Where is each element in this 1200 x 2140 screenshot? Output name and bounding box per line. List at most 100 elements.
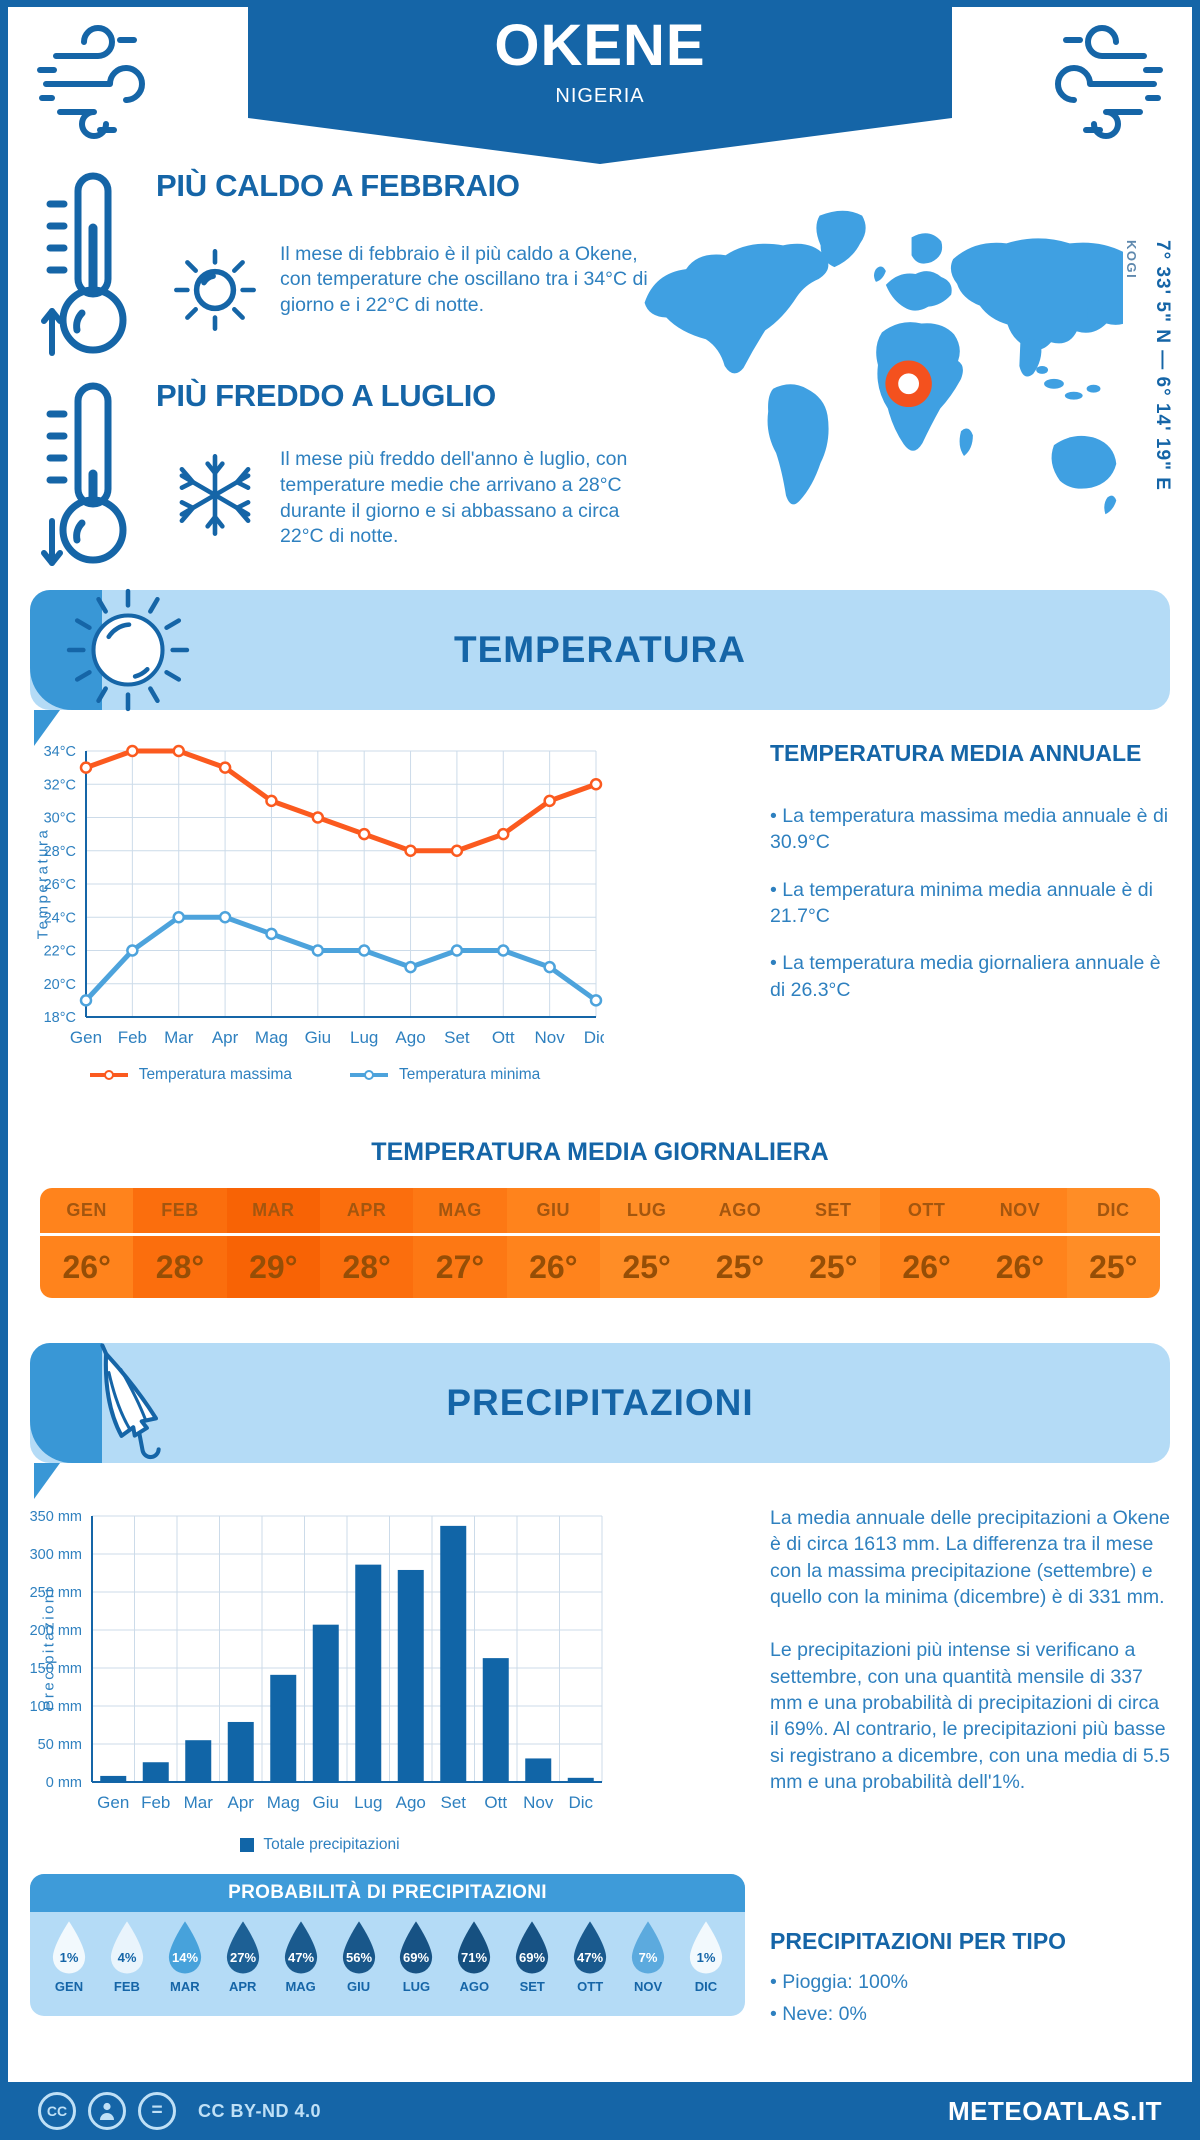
svg-text:Gen: Gen: [70, 1028, 102, 1047]
svg-text:1%: 1%: [60, 1950, 79, 1965]
line-marker-icon: [350, 1070, 389, 1080]
hottest-month-title: PIÙ CALDO A FEBBRAIO: [156, 168, 520, 203]
coldest-month-title: PIÙ FREDDO A LUGLIO: [156, 378, 496, 413]
svg-text:Feb: Feb: [118, 1028, 147, 1047]
droplet-icon: 1%: [689, 1921, 723, 1974]
page-subtitle: NIGERIA: [555, 84, 645, 107]
probability-item: 69% SET: [505, 1919, 559, 1994]
y-axis-label: Temperatura: [34, 827, 52, 940]
probability-panel-title: PROBABILITÀ DI PRECIPITAZIONI: [30, 1874, 745, 1912]
svg-text:100 mm: 100 mm: [30, 1699, 82, 1715]
svg-text:Feb: Feb: [141, 1793, 170, 1812]
svg-text:Ago: Ago: [395, 1028, 425, 1047]
svg-text:Ott: Ott: [484, 1793, 507, 1812]
probability-item: 69% LUG: [389, 1919, 443, 1994]
svg-text:71%: 71%: [461, 1950, 487, 1965]
temperature-chart-block: 18°C 20°C 22°C 24°C 26°C 28°C 30°C 32°C 34°C Gen F…: [24, 735, 605, 1065]
droplet-icon: 47%: [574, 1921, 607, 1974]
svg-text:4%: 4%: [118, 1950, 137, 1965]
month-header: GIU: [506, 1188, 600, 1233]
precipitation-bar-chart: 0 mm 50 mm 100 mm 150 mm 200 mm 250 mm 300 mm 3…: [30, 1509, 603, 1812]
probability-month: APR: [228, 1979, 257, 1994]
svg-text:47%: 47%: [288, 1950, 314, 1965]
annual-temperature-stats: TEMPERATURA MEDIA ANNUALE • La temperatu…: [770, 740, 1172, 1024]
svg-text:Mag: Mag: [267, 1793, 300, 1812]
month-header: SET: [786, 1188, 880, 1233]
svg-text:200 mm: 200 mm: [30, 1623, 82, 1639]
temp-value: 27°: [413, 1236, 507, 1298]
banner-tab-tail: [34, 1463, 60, 1499]
probability-month: GEN: [54, 1979, 84, 1994]
svg-text:56%: 56%: [346, 1950, 372, 1965]
precipitation-probability-panel: PROBABILITÀ DI PRECIPITAZIONI 1% GEN 4% …: [30, 1874, 745, 2016]
coldest-month-text: Il mese più freddo dell'anno è luglio, c…: [280, 447, 628, 548]
y-axis-label: Precipitazioni: [40, 1586, 58, 1711]
probability-month: NOV: [633, 1979, 663, 1994]
stat-max: • La temperatura massima media annuale è…: [770, 805, 1169, 854]
probability-item: 14% MAR: [158, 1919, 212, 1994]
hottest-month-text: Il mese di febbraio è il più caldo a Oke…: [280, 242, 648, 317]
page-title: OKENE: [494, 12, 706, 78]
rain-share: • Pioggia: 100%: [770, 1971, 909, 1993]
month-header: MAG: [413, 1188, 507, 1233]
droplet-icon: 1%: [52, 1921, 86, 1974]
no-derivatives-icon: =: [138, 2092, 176, 2130]
svg-text:22°C: 22°C: [44, 944, 76, 960]
svg-text:Mar: Mar: [164, 1028, 194, 1047]
svg-text:Gen: Gen: [97, 1793, 129, 1812]
svg-text:24°C: 24°C: [44, 910, 76, 926]
legend-label: Temperatura minima: [399, 1066, 541, 1083]
precipitation-section-title: PRECIPITAZIONI: [446, 1382, 754, 1423]
coldest-month-block: PIÙ FREDDO A LUGLIO Il mese più freddo d…: [40, 378, 652, 573]
snow-share: • Neve: 0%: [770, 2003, 867, 2025]
temp-value: 28°: [133, 1236, 227, 1298]
droplet-icon: 47%: [284, 1921, 317, 1974]
stat-min: • La temperatura minima media annuale è …: [770, 878, 1153, 927]
svg-text:28°C: 28°C: [44, 844, 76, 860]
svg-text:350 mm: 350 mm: [30, 1509, 82, 1525]
droplet-icon: 27%: [226, 1921, 259, 1974]
precipitation-section-banner: PRECIPITAZIONI: [30, 1343, 1170, 1463]
svg-text:1%: 1%: [697, 1950, 716, 1965]
droplet-icon: 4%: [110, 1921, 144, 1974]
svg-text:50 mm: 50 mm: [38, 1737, 82, 1753]
svg-text:20°C: 20°C: [44, 977, 76, 993]
probability-month: MAR: [170, 1979, 200, 1994]
temp-value: 25°: [1066, 1236, 1160, 1298]
legend-item-total: Totale precipitazioni: [240, 1836, 400, 1854]
legend-swatch: [240, 1838, 255, 1852]
svg-text:Ago: Ago: [396, 1793, 426, 1812]
wind-icon: [1055, 25, 1163, 139]
temp-value: 26°: [506, 1236, 600, 1298]
svg-text:Mag: Mag: [255, 1028, 288, 1047]
legend-item-min: Temperatura minima: [348, 1066, 540, 1084]
hottest-month-block: PIÙ CALDO A FEBBRAIO Il mese di febbraio…: [40, 168, 652, 363]
probability-item: 56% GIU: [332, 1919, 386, 1994]
location-marker: [885, 360, 932, 408]
svg-text:Lug: Lug: [354, 1793, 382, 1812]
svg-text:Dic: Dic: [584, 1028, 604, 1047]
probability-month: LUG: [402, 1979, 431, 1994]
probability-item: 71% AGO: [447, 1919, 501, 1994]
svg-text:Lug: Lug: [350, 1028, 378, 1047]
temperature-line-chart: 18°C 20°C 22°C 24°C 26°C 28°C 30°C 32°C 34°C Gen F…: [44, 744, 604, 1047]
map-block: KOGI 7° 33' 5" N — 6° 14' 19" E: [625, 182, 1185, 546]
annual-stats-title: TEMPERATURA MEDIA ANNUALE: [770, 740, 1142, 766]
table-header-row: GEN FEB MAR APR MAG GIU LUG AGO SET OTT …: [40, 1188, 1160, 1233]
probability-month: MAG: [285, 1979, 316, 1994]
precipitation-chart-legend: Totale precipitazioni: [30, 1836, 610, 1854]
probability-month: GIU: [346, 1979, 371, 1994]
svg-text:30°C: 30°C: [44, 811, 76, 827]
precipitation-type-title: PRECIPITAZIONI PER TIPO: [770, 1928, 1067, 1954]
coordinates-label: 7° 33' 5" N — 6° 14' 19" E: [1152, 240, 1173, 491]
precipitation-paragraph-1: La media annuale delle precipitazioni a …: [770, 1507, 1171, 1608]
svg-text:Dic: Dic: [568, 1793, 593, 1812]
svg-text:69%: 69%: [403, 1950, 429, 1965]
droplet-icon: 14%: [168, 1921, 201, 1974]
droplet-icon: 56%: [342, 1921, 375, 1974]
precipitation-chart-block: 0 mm 50 mm 100 mm 150 mm 200 mm 250 mm 300 mm 3…: [30, 1500, 610, 1830]
legend-label: Totale precipitazioni: [263, 1836, 400, 1853]
month-header: AGO: [693, 1188, 787, 1233]
svg-text:150 mm: 150 mm: [30, 1661, 82, 1677]
month-header: MAR: [226, 1188, 320, 1233]
